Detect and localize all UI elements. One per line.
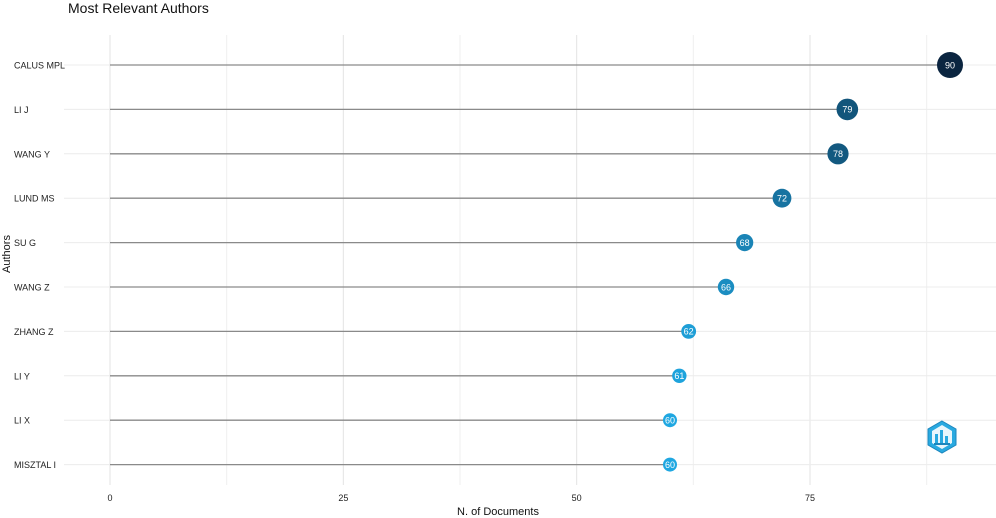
dot-layer: 90 79 78 72 68 66 62 61 60 60	[663, 52, 963, 472]
y-tick-label: LUND MS	[14, 194, 55, 204]
lollipop-dot	[717, 278, 735, 296]
y-tick-label: WANG Z	[14, 283, 50, 293]
data-label: 62	[684, 327, 694, 337]
y-tick-label: SU G	[14, 238, 36, 248]
grid-layer	[64, 35, 996, 485]
data-label: 66	[721, 282, 731, 292]
data-label: 79	[842, 105, 852, 115]
x-tick-label: 50	[572, 493, 582, 503]
data-label: 61	[674, 371, 684, 381]
chart-title: Most Relevant Authors	[68, 0, 209, 16]
y-tick-label: LI X	[14, 416, 30, 426]
data-label: 68	[740, 238, 750, 248]
x-tick-label: 75	[805, 493, 815, 503]
x-tick-labels: 0 25 50 75	[107, 493, 815, 503]
x-tick-label: 0	[107, 493, 112, 503]
data-label: 60	[665, 460, 675, 470]
lollipop-dot	[827, 143, 849, 165]
y-tick-label: MISZTAL I	[14, 460, 56, 470]
y-tick-label: WANG Y	[14, 149, 50, 159]
lollipop-dot	[772, 188, 792, 208]
x-axis-label: N. of Documents	[457, 506, 539, 518]
lollipop-dot	[937, 52, 963, 78]
lollipop-dot	[836, 98, 859, 121]
x-tick-label: 25	[338, 493, 348, 503]
lollipop-dot	[672, 368, 687, 383]
data-label: 78	[833, 149, 843, 159]
data-label: 90	[945, 60, 955, 70]
data-label: 60	[665, 416, 675, 426]
lollipop-dot	[736, 234, 754, 252]
lollipop-dot	[663, 457, 677, 472]
lollipop-dot	[663, 413, 677, 428]
y-tick-label: ZHANG Z	[14, 327, 54, 337]
stem-layer	[110, 64, 950, 466]
y-tick-label: CALUS MPL	[14, 61, 65, 71]
lollipop-dot	[681, 324, 697, 339]
bibliometrix-logo-icon	[927, 420, 957, 454]
y-tick-labels: CALUS MPL LI J WANG Y LUND MS SU G WANG Z ZHAN…	[14, 61, 65, 471]
y-tick-label: LI Y	[14, 371, 30, 381]
y-tick-label: LI J	[14, 105, 29, 115]
data-label: 72	[777, 194, 787, 204]
